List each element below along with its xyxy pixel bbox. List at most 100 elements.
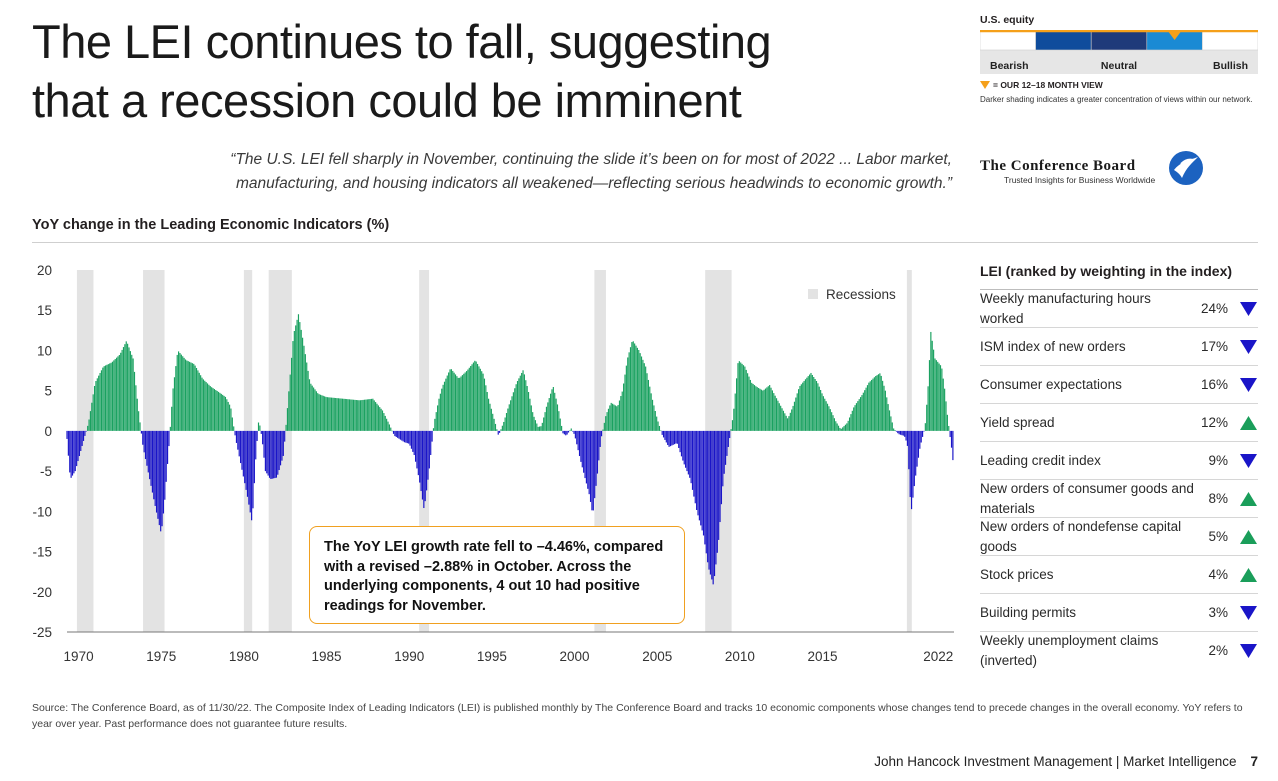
data-bar (150, 430, 152, 486)
data-bar (726, 430, 728, 456)
data-bar (603, 422, 605, 431)
x-tick-label: 1975 (146, 649, 176, 664)
data-bar (676, 430, 678, 444)
data-bar (824, 398, 826, 431)
data-bar (898, 430, 900, 435)
data-bar (171, 406, 173, 431)
data-bar (683, 430, 685, 465)
data-bar (117, 356, 119, 431)
data-bar (93, 385, 96, 431)
data-bar (292, 341, 294, 431)
data-bar (164, 430, 166, 500)
data-bar (795, 397, 797, 431)
data-bar (70, 430, 72, 478)
data-bar (78, 430, 80, 457)
data-bar (402, 430, 404, 442)
data-bar (945, 401, 947, 431)
data-bar (217, 391, 220, 431)
data-bar (871, 379, 873, 431)
data-bar (817, 383, 819, 431)
data-bar (443, 381, 446, 431)
data-bar (675, 430, 677, 444)
data-bar (67, 430, 69, 456)
data-bar (85, 430, 87, 432)
data-bar (278, 430, 280, 471)
data-bar (704, 430, 706, 545)
data-bar (299, 322, 301, 431)
scale-segment (1090, 30, 1148, 51)
data-bar (558, 411, 560, 431)
data-bar (607, 408, 610, 431)
data-bar (424, 430, 426, 502)
table-row: New orders of consumer goods and materia… (980, 480, 1258, 518)
data-bar (835, 421, 837, 431)
data-bar (600, 430, 603, 437)
data-bar (442, 384, 444, 431)
data-bar (421, 430, 424, 500)
data-bar (702, 430, 705, 536)
data-bar (602, 429, 604, 431)
scale-label-band (980, 50, 1258, 74)
data-bar (694, 430, 696, 504)
data-bar (825, 401, 827, 431)
data-bar (351, 399, 353, 431)
data-bar (161, 430, 163, 527)
data-bar (474, 360, 476, 431)
data-bar (373, 400, 375, 431)
data-bar (132, 358, 134, 431)
data-bar (256, 430, 258, 441)
data-bar (653, 405, 655, 431)
data-bar (693, 430, 695, 497)
data-bar (657, 421, 659, 431)
data-bar (109, 363, 111, 431)
data-bar (799, 385, 801, 431)
x-tick-label: 2000 (560, 649, 590, 664)
data-bar (905, 430, 907, 441)
data-bar (336, 398, 338, 431)
data-bar (315, 391, 317, 431)
data-bar (241, 430, 243, 470)
data-bar (341, 398, 344, 431)
data-bar (403, 430, 406, 443)
data-bar (642, 359, 644, 431)
data-bar (904, 430, 906, 437)
data-bar (154, 430, 156, 506)
data-bar (190, 362, 192, 431)
triangle-down-icon (1238, 301, 1258, 317)
scale-label: Bearish (990, 60, 1029, 72)
data-bar (769, 385, 771, 431)
data-bar (523, 374, 526, 431)
data-bar (711, 430, 713, 580)
data-bar (672, 430, 674, 445)
data-bar (410, 430, 413, 449)
data-bar (540, 426, 542, 431)
y-tick-label: 15 (37, 303, 52, 318)
data-bar (253, 430, 255, 484)
data-bar (394, 430, 396, 437)
data-bar (246, 430, 249, 497)
data-bar (438, 398, 440, 431)
data-bar (191, 363, 193, 431)
data-bar (172, 388, 174, 431)
data-bar (789, 412, 791, 431)
data-bar (621, 391, 623, 431)
data-bar (882, 380, 884, 431)
data-bar (293, 331, 295, 431)
data-bar (186, 360, 188, 431)
data-bar (486, 392, 488, 431)
data-bar (95, 381, 97, 431)
data-bar (74, 430, 76, 472)
data-bar (121, 349, 123, 431)
data-bar (916, 430, 918, 467)
data-bar (434, 418, 436, 431)
component-weight: 3% (1208, 605, 1228, 620)
data-bar (357, 400, 359, 431)
data-bar (814, 379, 816, 431)
data-bar (598, 430, 600, 461)
data-bar (826, 403, 829, 431)
data-bar (335, 397, 337, 431)
data-bar (828, 406, 830, 431)
data-bar (202, 379, 204, 431)
data-bar (201, 377, 203, 431)
data-bar (302, 337, 304, 431)
